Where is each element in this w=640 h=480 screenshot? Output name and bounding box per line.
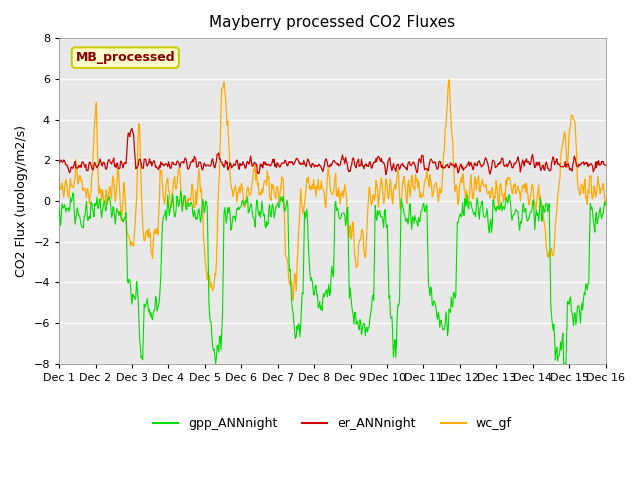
Text: MB_processed: MB_processed bbox=[76, 51, 175, 64]
Legend: gpp_ANNnight, er_ANNnight, wc_gf: gpp_ANNnight, er_ANNnight, wc_gf bbox=[148, 412, 516, 435]
Y-axis label: CO2 Flux (urology/m2/s): CO2 Flux (urology/m2/s) bbox=[15, 125, 28, 277]
Title: Mayberry processed CO2 Fluxes: Mayberry processed CO2 Fluxes bbox=[209, 15, 455, 30]
